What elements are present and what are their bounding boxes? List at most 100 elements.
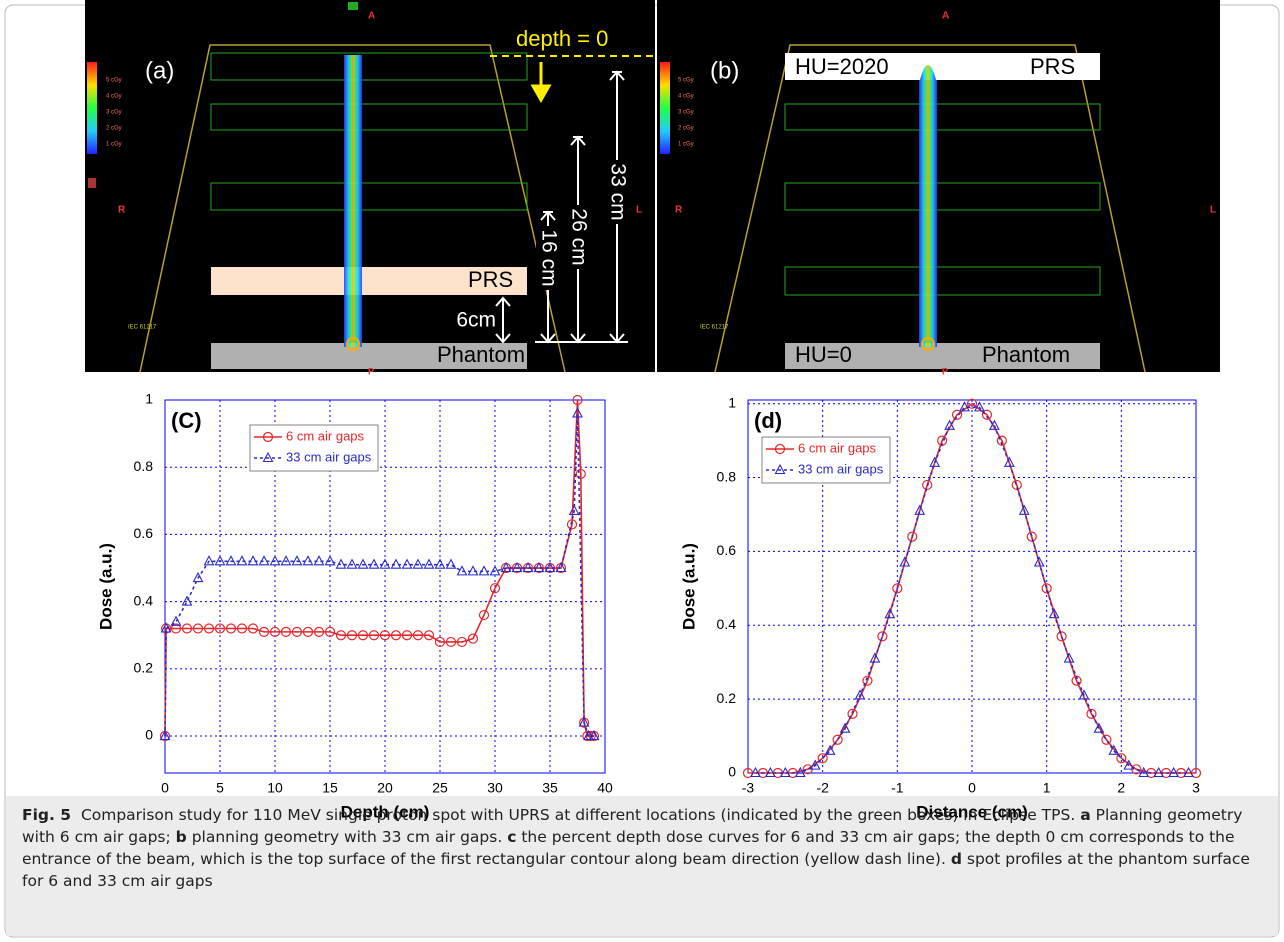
series-line: [755, 406, 1189, 774]
panel-b: 5 cGy 4 cGy 3 cGy 2 cGy 1 cGy R L A P IE…: [657, 0, 1220, 376]
tps-label: 3 cGy: [106, 110, 122, 116]
marker: [489, 565, 501, 576]
legend-label: 33 cm air gaps: [286, 449, 372, 464]
spot: [921, 337, 935, 351]
depth-label: depth = 0: [516, 26, 608, 51]
y-axis-label: Dose (a.u.): [96, 543, 115, 630]
marker: [291, 555, 303, 566]
marker: [583, 729, 594, 741]
tps-label: L: [1210, 205, 1216, 216]
box: [784, 266, 1101, 296]
tps-label: IEC 61217: [128, 325, 157, 331]
marker: [445, 558, 457, 569]
dim-label: 16 cm: [537, 229, 560, 286]
y-tick-label: 0.6: [134, 525, 154, 541]
prs-hu: HU=2020: [795, 54, 889, 79]
y-tick-label: 1: [145, 391, 153, 407]
marker: [1116, 753, 1127, 764]
series-line: [164, 413, 594, 737]
tps-label: A: [942, 11, 949, 22]
marker: [192, 623, 204, 634]
marker: [899, 556, 911, 567]
caption-text: Comparison study for 110 MeV single prot…: [80, 806, 1076, 824]
marker: [1048, 608, 1060, 619]
marker: [456, 565, 468, 576]
marker: [192, 571, 204, 583]
dim-arrow: [1099, 30, 1113, 96]
marker: [572, 394, 583, 406]
marker: [262, 431, 274, 443]
tps-label: IEC 61217: [700, 325, 729, 331]
x-tick-label: 3: [1192, 780, 1200, 796]
marker: [159, 729, 171, 741]
marker: [324, 626, 336, 637]
marker: [764, 766, 776, 778]
dim-label: 26 cm: [567, 208, 590, 265]
marker: [578, 716, 590, 727]
marker: [1078, 689, 1090, 700]
marker: [467, 565, 479, 576]
y-tick-label: 0.8: [717, 468, 737, 484]
marker: [357, 558, 369, 569]
y-tick-label: 0.8: [134, 458, 154, 474]
marker: [1153, 766, 1165, 778]
y-tick-label: 0: [145, 727, 153, 743]
marker: [809, 759, 821, 770]
marker: [588, 729, 600, 741]
x-tick-label: 1: [1043, 780, 1051, 796]
marker: [566, 519, 578, 530]
marker: [434, 558, 446, 569]
marker: [974, 401, 985, 412]
marker: [269, 555, 281, 566]
tps-label: 2 cGy: [678, 126, 694, 132]
beam: [919, 62, 937, 347]
marker: [170, 623, 182, 634]
marker: [181, 595, 193, 606]
caption-text: the percent depth dose curves for 6 and …: [22, 828, 1235, 868]
marker: [214, 555, 226, 566]
marker: [258, 626, 270, 637]
marker: [247, 555, 259, 566]
marker: [1138, 766, 1150, 778]
marker: [434, 636, 446, 648]
marker: [951, 409, 963, 420]
y-tick-label: 0: [728, 764, 736, 780]
marker: [478, 609, 490, 621]
marker: [236, 623, 248, 634]
caption: Fig. 5 Comparison study for 110 MeV sing…: [22, 804, 1267, 892]
y-tick-label: 0.6: [717, 542, 737, 558]
x-tick-label: 10: [267, 780, 283, 796]
marker: [1168, 766, 1180, 778]
marker: [203, 623, 215, 634]
marker: [379, 630, 391, 641]
x-tick-label: -2: [816, 780, 829, 796]
marker: [489, 583, 501, 594]
marker: [981, 409, 993, 420]
marker: [1056, 631, 1067, 642]
x-tick-label: -3: [742, 780, 755, 796]
panel-label: (C): [171, 408, 202, 433]
marker: [750, 766, 761, 778]
marker: [988, 419, 1000, 430]
x-tick-label: 5: [216, 780, 224, 796]
marker: [346, 558, 358, 569]
marker: [884, 608, 896, 619]
x-axis-label: Depth (cm): [341, 802, 430, 821]
marker: [533, 561, 545, 573]
marker: [302, 555, 314, 566]
x-tick-label: 40: [597, 780, 613, 796]
dim-label: 6cm: [456, 309, 496, 332]
caption-label: Fig. 5: [22, 806, 72, 824]
marker: [390, 558, 402, 569]
marker: [847, 708, 858, 720]
marker: [445, 636, 457, 648]
legend-label: 6 cm air gaps: [286, 428, 365, 443]
plot-frame: [164, 399, 606, 774]
phantom-hu: HU=0: [795, 342, 852, 367]
marker: [568, 504, 580, 515]
tps-label: P: [368, 366, 374, 376]
marker: [401, 558, 413, 569]
marker: [774, 443, 786, 455]
legend-box: [761, 436, 891, 484]
marker: [225, 623, 237, 634]
